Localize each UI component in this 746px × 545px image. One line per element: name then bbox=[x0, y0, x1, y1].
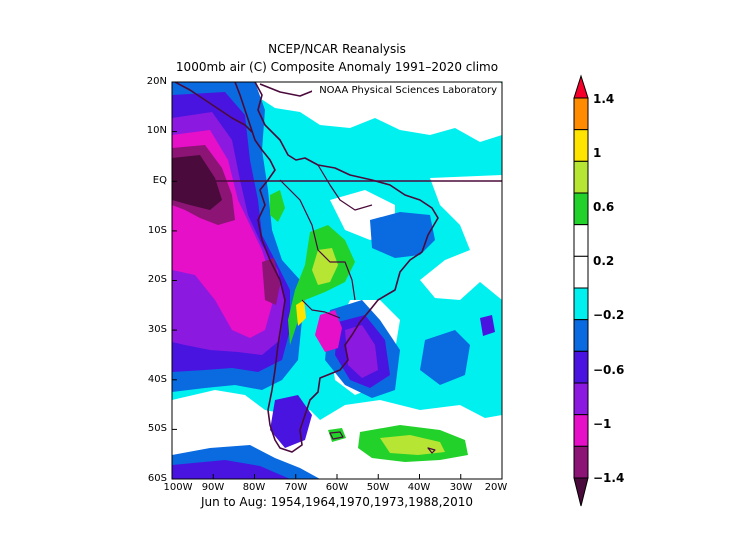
colorbar-segment bbox=[573, 192, 589, 226]
colorbar-segment bbox=[573, 414, 589, 447]
field-green-brazil bbox=[288, 225, 355, 345]
colorbar-arrow-top bbox=[573, 74, 589, 99]
lon-label-100w: 100W bbox=[163, 482, 193, 493]
field-blue-east bbox=[420, 330, 470, 385]
composite-years-footer: Jun to Aug: 1954,1964,1970,1973,1988,201… bbox=[200, 495, 474, 509]
colorbar-segment bbox=[573, 350, 589, 384]
lat-label-eq: EQ bbox=[152, 175, 167, 186]
lon-label-40w: 40W bbox=[407, 482, 431, 493]
field-indigo-patagonia bbox=[270, 395, 312, 448]
lat-label-60s: 60S bbox=[147, 473, 167, 484]
colorbar-segment bbox=[573, 97, 589, 131]
lat-label-50s: 50S bbox=[147, 423, 167, 434]
border-inner-3 bbox=[301, 299, 341, 319]
coastline-south-america bbox=[234, 82, 439, 453]
colorbar-label-1: 1 bbox=[593, 146, 602, 160]
coastline-falklands bbox=[329, 431, 344, 440]
lon-label-60w: 60W bbox=[325, 482, 349, 493]
lat-label-20s: 20S bbox=[147, 274, 167, 285]
lon-label-80w: 80W bbox=[242, 482, 266, 493]
credit-text: NOAA Physical Sciences Laboratory bbox=[319, 85, 497, 96]
field-purple-argentina bbox=[345, 325, 378, 378]
lon-label-50w: 50W bbox=[366, 482, 390, 493]
border-inner-2 bbox=[317, 164, 373, 211]
coastlines bbox=[174, 82, 439, 454]
colorbar-label-neg-0-2: −0.2 bbox=[593, 308, 625, 322]
colorbar-segment bbox=[573, 445, 589, 479]
colorbar-segment bbox=[573, 224, 589, 257]
colorbar-segment bbox=[573, 287, 589, 321]
field-lightgreen-southatlantic bbox=[380, 435, 445, 455]
colorbar-segment bbox=[573, 255, 589, 289]
lon-label-90w: 90W bbox=[201, 482, 225, 493]
colorbar bbox=[573, 74, 589, 507]
chart-subtitle: 1000mb air (C) Composite Anomaly 1991–20… bbox=[175, 60, 499, 74]
chart-title: NCEP/NCAR Reanalysis bbox=[268, 42, 406, 56]
coastline-south-georgia bbox=[427, 447, 436, 454]
colorbar-segment bbox=[573, 129, 589, 162]
field-indigo-small bbox=[480, 315, 495, 336]
border-inner-1 bbox=[279, 179, 356, 301]
colorbar-segment bbox=[573, 160, 589, 194]
colorbar-segment bbox=[573, 382, 589, 416]
colorbar-label-neg-1: −1 bbox=[593, 417, 612, 431]
coastline-central-america bbox=[174, 82, 253, 133]
colorbar-label-0-6: 0.6 bbox=[593, 200, 615, 214]
field-lightgreen-brazil bbox=[312, 248, 338, 285]
colorbar-arrow-bottom bbox=[573, 477, 589, 507]
field-darkest-pacific bbox=[172, 155, 222, 210]
field-blue-atlantic bbox=[370, 212, 435, 258]
colorbar-segment bbox=[573, 319, 589, 352]
colorbar-label-0-2: 0.2 bbox=[593, 254, 615, 268]
field-white-east bbox=[420, 175, 502, 300]
credit-box bbox=[312, 83, 500, 96]
lat-label-40s: 40S bbox=[147, 374, 167, 385]
colorbar-label-neg-1-4: −1.4 bbox=[593, 471, 625, 485]
lat-label-20n: 20N bbox=[146, 76, 167, 87]
lat-tick-marks bbox=[172, 81, 177, 480]
lat-label-30s: 30S bbox=[147, 324, 167, 335]
anomaly-field bbox=[172, 82, 502, 479]
lon-label-20w: 20W bbox=[484, 482, 508, 493]
field-green-colombia bbox=[270, 190, 285, 222]
colorbar-label-1-4: 1.4 bbox=[593, 92, 615, 106]
field-magenta-argentina bbox=[315, 310, 342, 352]
lat-label-10n: 10N bbox=[146, 125, 167, 136]
field-indigo-tip bbox=[172, 460, 290, 479]
field-white-north bbox=[250, 82, 502, 142]
lon-label-30w: 30W bbox=[449, 482, 473, 493]
lat-label-10s: 10S bbox=[147, 225, 167, 236]
colorbar-label-neg-0-6: −0.6 bbox=[593, 363, 625, 377]
lon-label-70w: 70W bbox=[284, 482, 308, 493]
field-yellow-chaco bbox=[296, 300, 306, 326]
lon-tick-marks bbox=[171, 474, 503, 479]
